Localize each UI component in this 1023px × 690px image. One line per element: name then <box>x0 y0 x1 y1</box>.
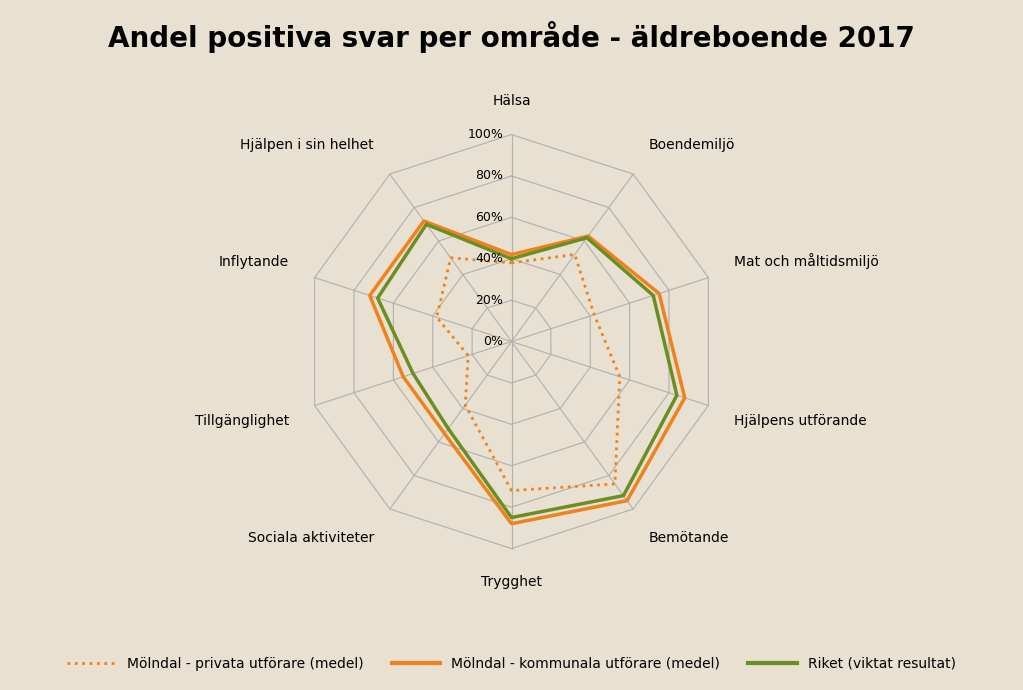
Text: Inflytande: Inflytande <box>219 255 290 269</box>
Text: Tillgänglighet: Tillgänglighet <box>194 414 290 428</box>
Text: Hjälpens utförande: Hjälpens utförande <box>733 414 866 428</box>
Text: 0%: 0% <box>483 335 503 348</box>
Text: Andel positiva svar per område - äldreboende 2017: Andel positiva svar per område - äldrebo… <box>108 21 915 52</box>
Text: Mat och måltidsmiljö: Mat och måltidsmiljö <box>733 253 879 269</box>
Text: Boendemiljö: Boendemiljö <box>649 138 736 152</box>
Text: Sociala aktiviteter: Sociala aktiviteter <box>248 531 374 545</box>
Text: 80%: 80% <box>476 170 503 182</box>
Legend: Mölndal - privata utförare (medel), Mölndal - kommunala utförare (medel), Riket : Mölndal - privata utförare (medel), Möln… <box>61 651 962 676</box>
Text: Hälsa: Hälsa <box>492 94 531 108</box>
Text: 100%: 100% <box>468 128 503 141</box>
Text: Bemötande: Bemötande <box>649 531 729 545</box>
Text: Hjälpen i sin helhet: Hjälpen i sin helhet <box>240 138 374 152</box>
Text: 40%: 40% <box>476 253 503 265</box>
Text: Trygghet: Trygghet <box>481 575 542 589</box>
Text: 20%: 20% <box>476 294 503 306</box>
Text: 60%: 60% <box>476 211 503 224</box>
